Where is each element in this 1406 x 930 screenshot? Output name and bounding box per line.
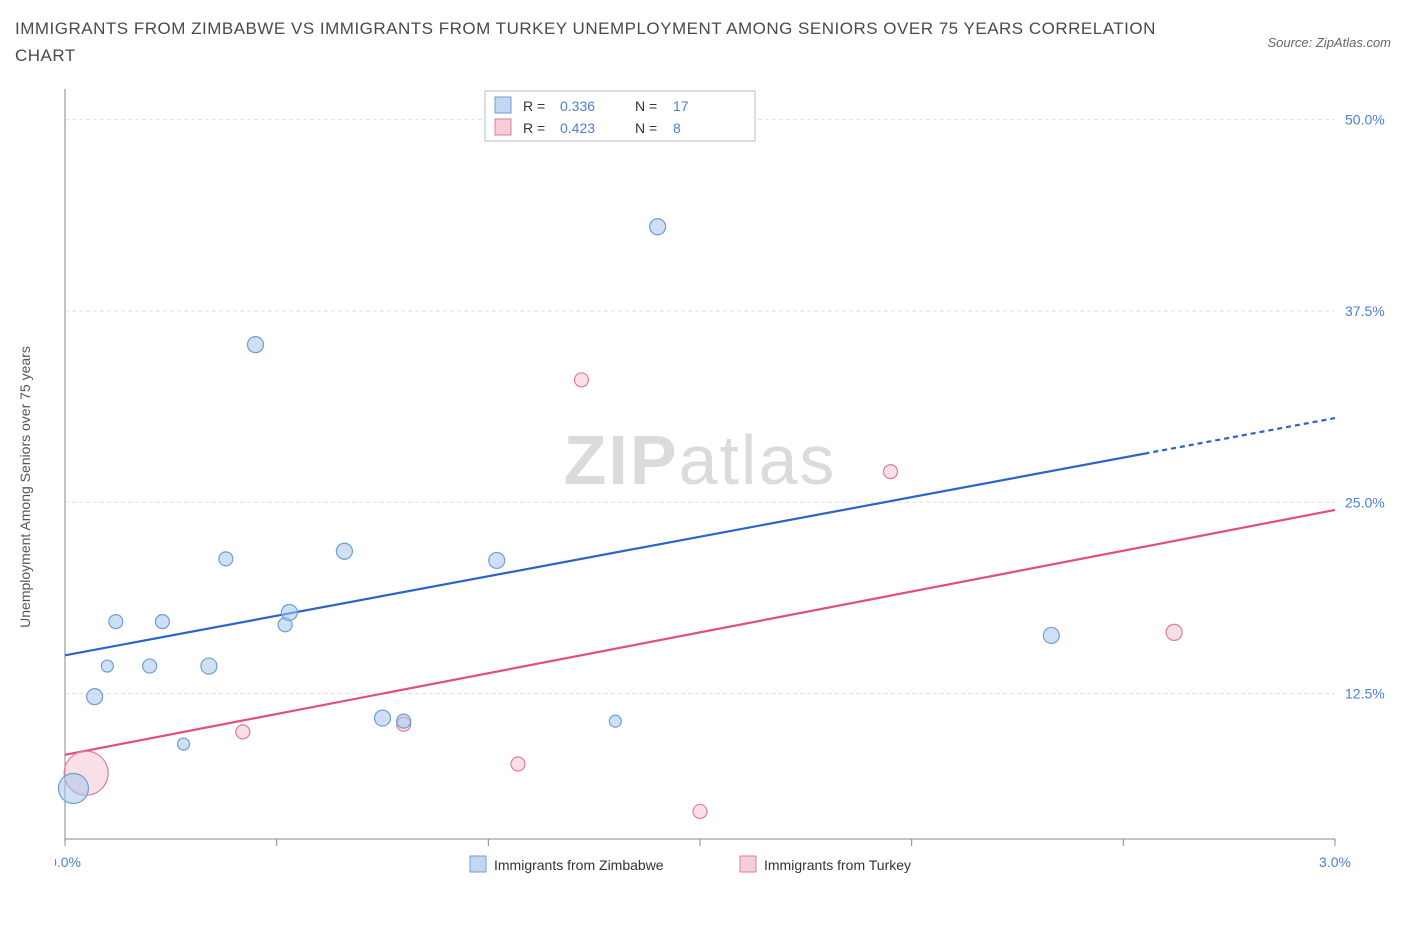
point-zimbabwe [281, 605, 297, 621]
bottom-legend-swatch-turkey [740, 856, 756, 872]
point-zimbabwe [609, 716, 621, 728]
point-turkey [1166, 625, 1182, 641]
bottom-legend-swatch-zimbabwe [470, 856, 486, 872]
regression-line-zimbabwe-dash [1145, 418, 1336, 454]
x-tick-label: 0.0% [55, 854, 81, 870]
point-zimbabwe [178, 738, 190, 750]
legend-r-label-turkey: R = [523, 120, 545, 136]
point-turkey [574, 373, 588, 387]
point-zimbabwe [143, 659, 157, 673]
y-axis-label: Unemployment Among Seniors over 75 years [17, 347, 33, 629]
point-turkey [884, 465, 898, 479]
point-turkey [511, 757, 525, 771]
point-zimbabwe [489, 553, 505, 569]
point-zimbabwe [375, 710, 391, 726]
legend-r-value-zimbabwe: 0.336 [560, 98, 595, 114]
point-zimbabwe [397, 715, 411, 729]
point-zimbabwe [201, 658, 217, 674]
legend-swatch-zimbabwe [495, 97, 511, 113]
point-turkey [236, 725, 250, 739]
legend-r-value-turkey: 0.423 [560, 120, 595, 136]
legend-r-label-zimbabwe: R = [523, 98, 545, 114]
source-attribution: Source: ZipAtlas.com [1267, 15, 1391, 50]
legend-n-label-turkey: N = [635, 120, 657, 136]
legend-swatch-turkey [495, 119, 511, 135]
point-zimbabwe [87, 689, 103, 705]
y-tick-label: 12.5% [1345, 686, 1385, 702]
point-zimbabwe [109, 615, 123, 629]
point-zimbabwe [58, 774, 88, 804]
point-zimbabwe [1043, 628, 1059, 644]
legend-n-value-turkey: 8 [673, 120, 681, 136]
point-zimbabwe [155, 615, 169, 629]
chart-title: IMMIGRANTS FROM ZIMBABWE VS IMMIGRANTS F… [15, 15, 1165, 69]
y-tick-label: 37.5% [1345, 303, 1385, 319]
bottom-legend-label-turkey: Immigrants from Turkey [764, 857, 911, 873]
y-tick-label: 25.0% [1345, 495, 1385, 511]
point-zimbabwe [219, 552, 233, 566]
correlation-scatter-chart: 12.5% 25.0% 37.5% 50.0% ZIPatlas 0.0% 3.0% R = 0… [55, 79, 1385, 879]
legend-n-value-zimbabwe: 17 [673, 98, 689, 114]
legend-n-label-zimbabwe: N = [635, 98, 657, 114]
point-zimbabwe [650, 219, 666, 235]
x-tick-label: 3.0% [1319, 854, 1351, 870]
point-turkey [693, 805, 707, 819]
y-tick-label: 50.0% [1345, 112, 1385, 128]
point-zimbabwe [336, 544, 352, 560]
regression-line-turkey [65, 510, 1335, 755]
point-zimbabwe [248, 337, 264, 353]
watermark: ZIPatlas [564, 421, 837, 499]
bottom-legend-label-zimbabwe: Immigrants from Zimbabwe [494, 857, 664, 873]
point-zimbabwe [101, 660, 113, 672]
